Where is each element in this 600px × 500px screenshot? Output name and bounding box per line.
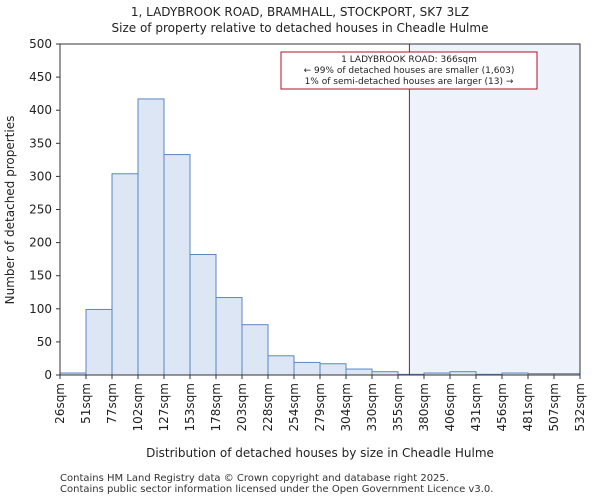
y-tick-label: 0: [44, 368, 52, 382]
y-tick-label: 200: [29, 236, 52, 250]
chart-title-line2: Size of property relative to detached ho…: [112, 21, 489, 35]
y-tick-label: 400: [29, 103, 52, 117]
y-tick-label: 500: [29, 37, 52, 51]
x-tick-label: 51sqm: [79, 383, 93, 424]
x-tick-label: 254sqm: [287, 383, 301, 431]
y-tick-label: 100: [29, 302, 52, 316]
x-tick-label: 456sqm: [495, 383, 509, 431]
y-tick-label: 50: [37, 335, 52, 349]
bar: [241, 324, 269, 376]
x-tick-label: 431sqm: [469, 383, 483, 431]
bar: [163, 154, 191, 376]
x-tick-label: 228sqm: [261, 383, 275, 431]
annotation-box: 1 LADYBROOK ROAD: 366sqm ← 99% of detach…: [280, 51, 538, 90]
bar: [111, 173, 139, 376]
x-tick-label: 26sqm: [53, 383, 67, 424]
bar: [189, 254, 217, 376]
y-tick-label: 250: [29, 203, 52, 217]
x-tick-label: 102sqm: [131, 383, 145, 431]
chart-title-line1: 1, LADYBROOK ROAD, BRAMHALL, STOCKPORT, …: [131, 5, 469, 19]
footer: Contains HM Land Registry data © Crown c…: [60, 473, 493, 495]
x-tick-label: 203sqm: [235, 383, 249, 431]
x-axis: 26sqm 51sqm 77sqm 102sqm 127sqm 153sqm 178sqm 2…: [53, 375, 587, 431]
footer-line-1: Contains HM Land Registry data © Crown c…: [60, 473, 449, 484]
y-axis-label: Number of detached properties: [3, 116, 17, 305]
bar: [267, 355, 295, 376]
bar: [215, 297, 243, 376]
x-tick-label: 178sqm: [209, 383, 223, 431]
x-tick-label: 532sqm: [573, 383, 587, 431]
bars-group: [59, 98, 581, 376]
x-tick-label: 304sqm: [339, 383, 353, 431]
plot-frame: [59, 43, 581, 376]
bar: [85, 308, 113, 376]
bar: [345, 368, 373, 376]
y-axis: 0 50 100 150 200 250 300 350 400 450 500: [29, 37, 60, 382]
bar: [293, 361, 321, 376]
y-tick-label: 450: [29, 70, 52, 84]
bar: [319, 363, 347, 376]
y-tick-label: 300: [29, 169, 52, 183]
x-axis-label: Distribution of detached houses by size …: [146, 446, 494, 460]
y-tick-label: 150: [29, 269, 52, 283]
x-tick-label: 330sqm: [365, 383, 379, 431]
footer-line-2: Contains public sector information licen…: [60, 484, 494, 495]
annotation-line-2: ← 99% of detached houses are smaller (1,…: [304, 66, 515, 76]
shaded-larger-region: [409, 44, 580, 375]
x-tick-label: 380sqm: [417, 383, 431, 431]
x-tick-label: 406sqm: [443, 383, 457, 431]
x-tick-label: 279sqm: [313, 383, 327, 431]
x-tick-label: 355sqm: [391, 383, 405, 431]
bar: [137, 98, 165, 376]
x-tick-label: 507sqm: [547, 383, 561, 431]
y-tick-label: 350: [29, 136, 52, 150]
x-tick-label: 77sqm: [105, 383, 119, 424]
x-tick-label: 127sqm: [157, 383, 171, 431]
x-tick-label: 153sqm: [183, 383, 197, 431]
annotation-line-1: 1 LADYBROOK ROAD: 366sqm: [341, 55, 477, 65]
annotation-line-3: 1% of semi-detached houses are larger (1…: [305, 77, 514, 87]
x-tick-label: 481sqm: [521, 383, 535, 431]
